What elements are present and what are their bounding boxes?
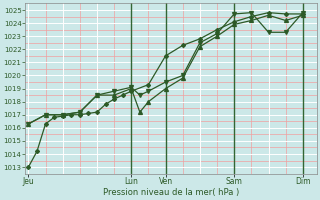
X-axis label: Pression niveau de la mer( hPa ): Pression niveau de la mer( hPa ) [103,188,239,197]
